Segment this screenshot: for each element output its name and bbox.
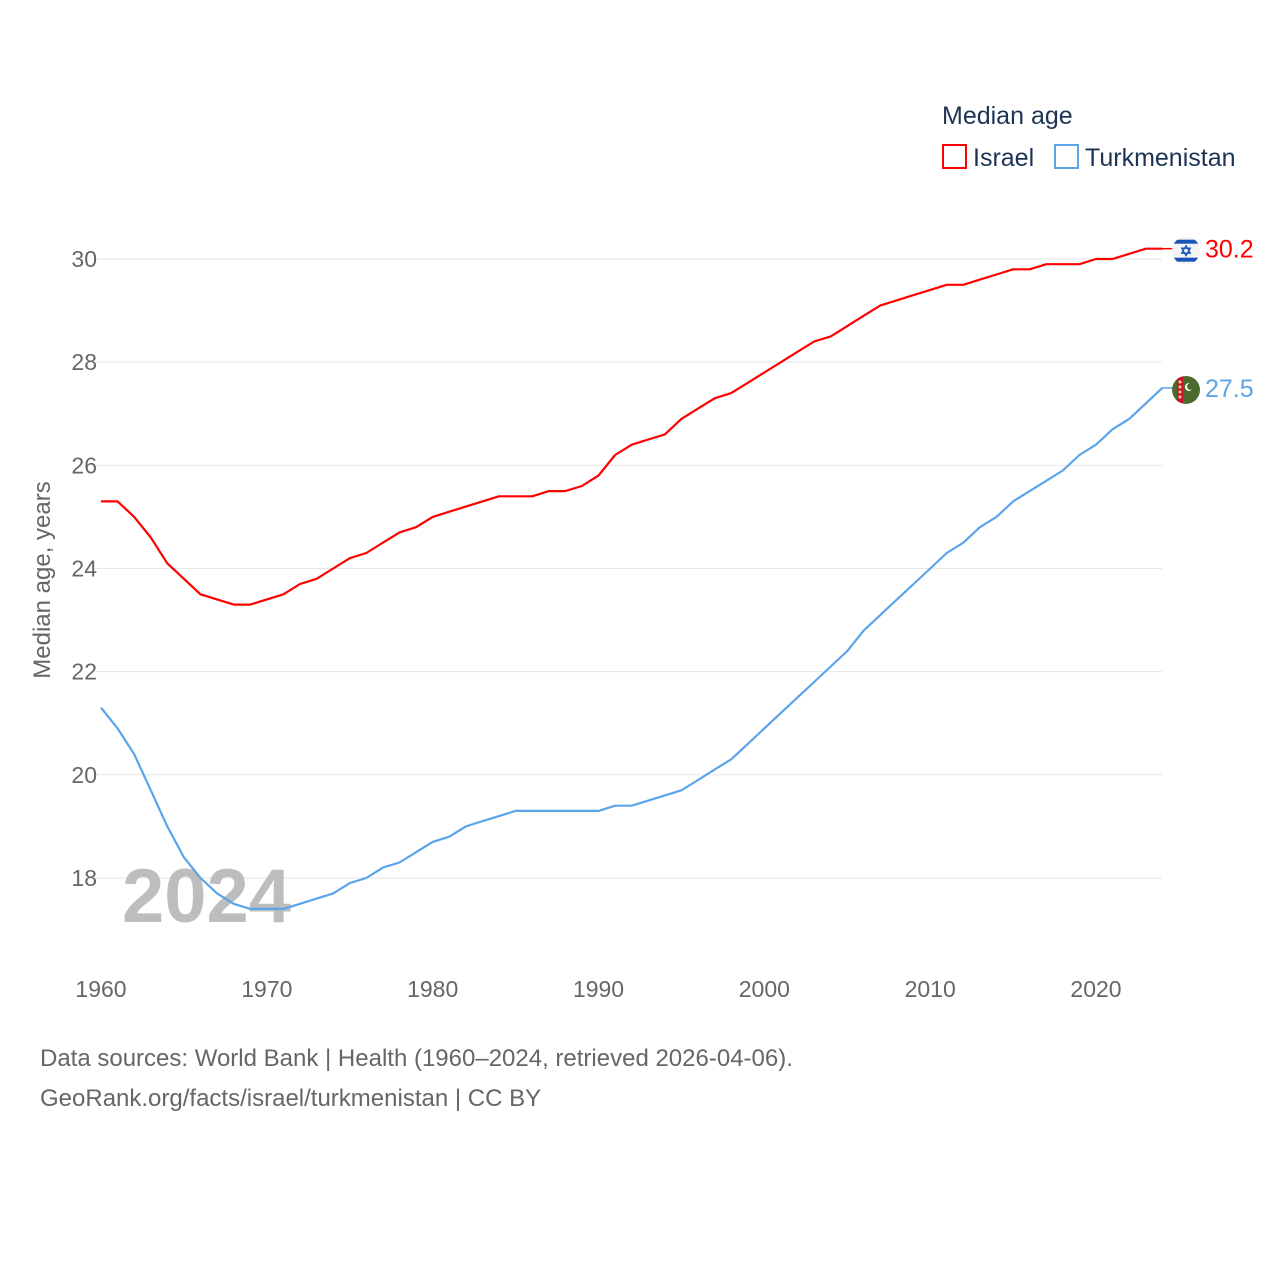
legend-title: Median age	[942, 102, 1073, 130]
end-value-label-turkmenistan: 27.5	[1205, 375, 1254, 403]
x-tick-label: 1980	[407, 976, 458, 1002]
x-axis-ticks: 1960 1970 1980 1990 2000 2010 2020	[75, 976, 1121, 1002]
end-value-label-israel: 30.2	[1205, 236, 1254, 264]
series-line-turkmenistan[interactable]	[100, 387, 1164, 911]
turkmenistan-flag-icon	[1172, 375, 1200, 404]
x-tick-label: 1960	[75, 976, 126, 1002]
y-axis-label: Median age, years	[29, 481, 56, 678]
legend: Median age Israel Turkmenistan	[942, 102, 1236, 172]
y-tick-label: 18	[71, 865, 97, 891]
x-tick-label: 1990	[573, 976, 624, 1002]
y-tick-label: 30	[71, 246, 97, 272]
legend-swatch-turkmenistan[interactable]	[1054, 144, 1079, 169]
y-tick-label: 22	[71, 659, 97, 685]
gridlines	[95, 258, 1162, 879]
y-axis-ticks: 18 20 22 24 26 28 30	[71, 246, 97, 891]
x-tick-label: 2020	[1070, 976, 1121, 1002]
legend-label-turkmenistan[interactable]: Turkmenistan	[1085, 144, 1236, 172]
y-tick-label: 24	[71, 555, 97, 581]
y-tick-label: 20	[71, 762, 97, 788]
y-tick-label: 28	[71, 349, 97, 375]
legend-label-israel[interactable]: Israel	[973, 144, 1034, 172]
series-lines	[100, 247, 1164, 911]
y-tick-label: 26	[71, 452, 97, 478]
footer-attribution[interactable]: GeoRank.org/facts/israel/turkmenistan | …	[40, 1085, 542, 1112]
end-labels: 30.2 27.5	[1162, 236, 1254, 404]
x-tick-label: 1970	[241, 976, 292, 1002]
year-watermark: 2024	[122, 854, 291, 939]
israel-flag-icon	[1172, 236, 1200, 265]
legend-swatch-israel[interactable]	[942, 144, 967, 169]
x-tick-label: 2000	[739, 976, 790, 1002]
series-line-israel[interactable]	[101, 247, 1163, 606]
footer-sources: Data sources: World Bank | Health (1960–…	[40, 1045, 793, 1072]
x-tick-label: 2010	[905, 976, 956, 1002]
